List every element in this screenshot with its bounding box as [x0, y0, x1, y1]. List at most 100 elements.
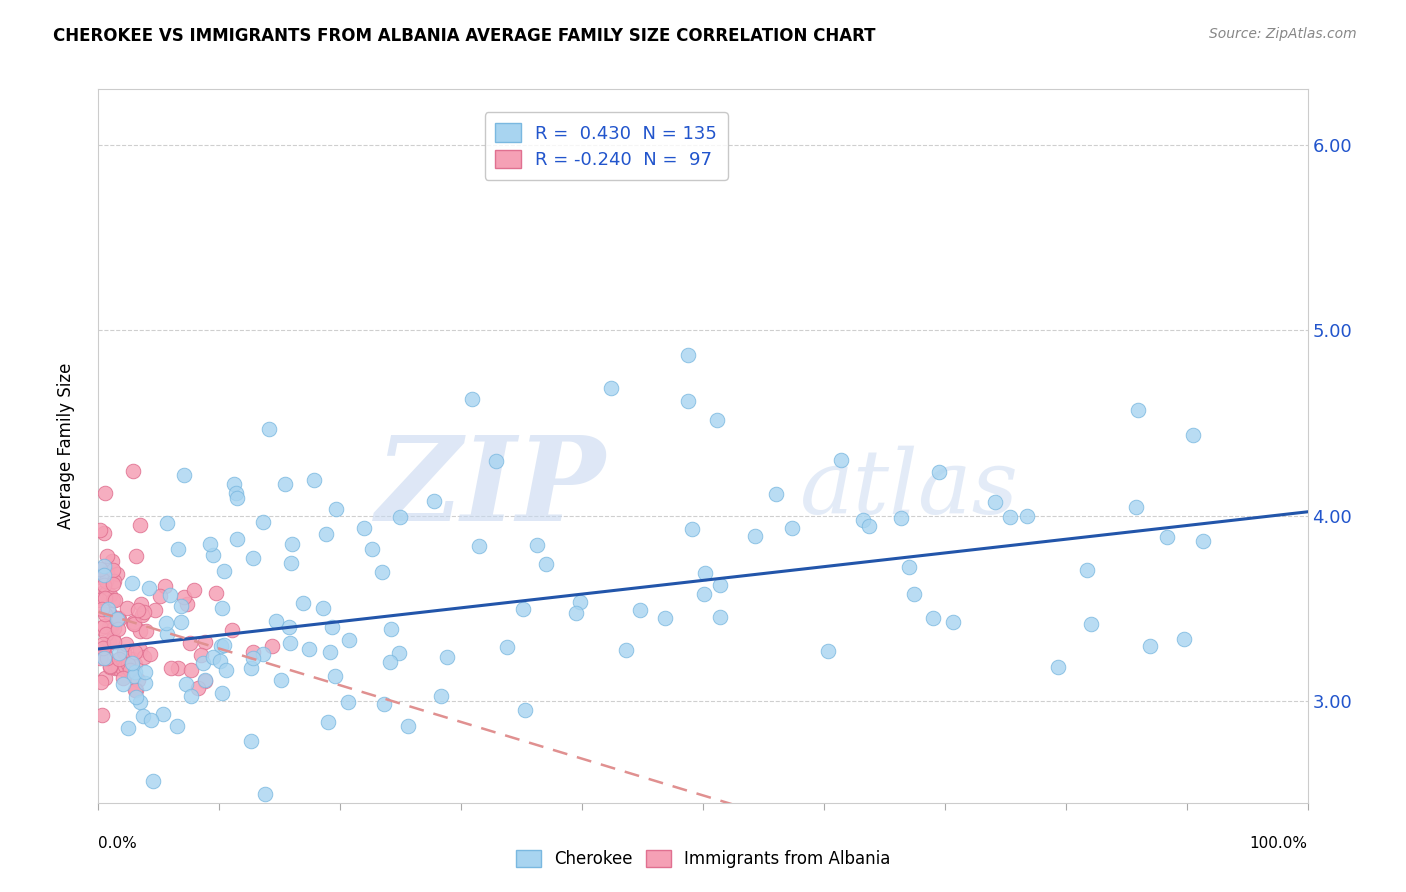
Point — [214, 664, 236, 678]
Point — [221, 623, 243, 637]
Point — [101, 554, 124, 568]
Point — [396, 718, 419, 732]
Point — [921, 610, 943, 624]
Point — [122, 669, 145, 683]
Point — [242, 651, 264, 665]
Point — [304, 473, 326, 487]
Point — [96, 566, 118, 580]
Point — [91, 638, 114, 652]
Point — [201, 650, 224, 665]
Point — [1173, 632, 1195, 646]
Point — [311, 601, 333, 615]
Point — [134, 665, 156, 679]
Point — [141, 713, 163, 727]
Point — [93, 568, 115, 582]
Point — [388, 646, 411, 660]
Point — [187, 681, 209, 696]
Point — [280, 636, 302, 650]
Point — [179, 636, 201, 650]
Point — [193, 656, 215, 670]
Point — [127, 603, 149, 617]
Point — [122, 617, 145, 632]
Point — [858, 519, 880, 533]
Point — [852, 513, 875, 527]
Point — [565, 606, 588, 620]
Point — [170, 599, 193, 613]
Point — [100, 659, 122, 673]
Point — [744, 529, 766, 543]
Point — [325, 502, 347, 516]
Point — [513, 703, 536, 717]
Point — [170, 615, 193, 629]
Text: CHEROKEE VS IMMIGRANTS FROM ALBANIA AVERAGE FAMILY SIZE CORRELATION CHART: CHEROKEE VS IMMIGRANTS FROM ALBANIA AVER… — [53, 27, 876, 45]
Point — [129, 695, 152, 709]
Point — [242, 551, 264, 566]
Point — [155, 616, 177, 631]
Point — [108, 646, 131, 660]
Point — [90, 647, 112, 661]
Text: Source: ZipAtlas.com: Source: ZipAtlas.com — [1209, 27, 1357, 41]
Point — [98, 620, 121, 634]
Point — [180, 663, 202, 677]
Point — [709, 577, 731, 591]
Point — [125, 690, 148, 704]
Point — [143, 603, 166, 617]
Point — [91, 586, 114, 600]
Point — [108, 612, 131, 626]
Point — [134, 676, 156, 690]
Point — [94, 672, 117, 686]
Point — [194, 635, 217, 649]
Point — [103, 563, 125, 577]
Point — [121, 464, 143, 478]
Point — [93, 607, 115, 621]
Point — [89, 570, 111, 584]
Text: 100.0%: 100.0% — [1250, 836, 1308, 851]
Point — [252, 647, 274, 661]
Point — [127, 673, 149, 687]
Point — [242, 645, 264, 659]
Point — [108, 651, 131, 665]
Point — [96, 549, 118, 564]
Point — [124, 657, 146, 671]
Point — [204, 586, 226, 600]
Point — [212, 564, 235, 578]
Point — [96, 574, 118, 589]
Point — [292, 596, 315, 610]
Point — [262, 639, 284, 653]
Point — [134, 605, 156, 619]
Point — [212, 639, 235, 653]
Point — [353, 520, 375, 534]
Point — [132, 650, 155, 665]
Point — [211, 600, 233, 615]
Point — [496, 640, 519, 654]
Point — [201, 548, 224, 562]
Point — [1125, 500, 1147, 514]
Point — [1015, 509, 1038, 524]
Point — [174, 676, 197, 690]
Point — [149, 589, 172, 603]
Y-axis label: Average Family Size: Average Family Size — [56, 363, 75, 529]
Point — [706, 412, 728, 426]
Point — [101, 577, 124, 591]
Point — [153, 579, 176, 593]
Point — [226, 491, 249, 505]
Point — [298, 642, 321, 657]
Point — [422, 494, 444, 508]
Point — [103, 661, 125, 675]
Point — [121, 615, 143, 630]
Point — [599, 381, 621, 395]
Point — [436, 650, 458, 665]
Point — [253, 787, 276, 801]
Point — [1047, 660, 1070, 674]
Point — [89, 523, 111, 537]
Point — [124, 644, 146, 658]
Point — [104, 592, 127, 607]
Point — [830, 453, 852, 467]
Point — [107, 611, 129, 625]
Point — [93, 525, 115, 540]
Point — [129, 597, 152, 611]
Point — [337, 695, 360, 709]
Point — [160, 661, 183, 675]
Point — [568, 595, 591, 609]
Point — [239, 661, 262, 675]
